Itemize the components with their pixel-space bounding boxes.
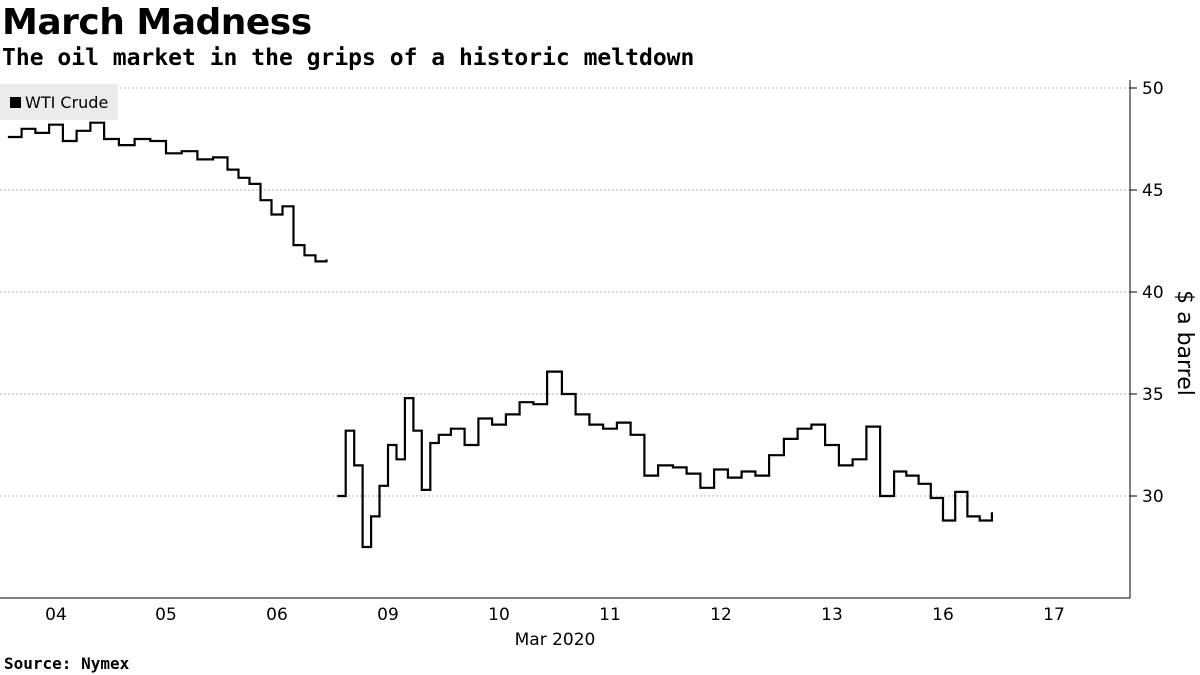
chart-title: March Madness: [2, 2, 312, 43]
y-tick-label: 45: [1142, 181, 1164, 201]
x-tick-label: 17: [1043, 605, 1065, 625]
series-line-wti-crude: [337, 370, 993, 549]
x-tick-label: 12: [710, 605, 732, 625]
series-line-wti-crude: [7, 121, 328, 263]
x-tick-label: 10: [488, 605, 510, 625]
x-tick-label: 13: [821, 605, 843, 625]
source-note: Source: Nymex: [4, 654, 130, 673]
legend-label-wti-crude: WTI Crude: [25, 92, 109, 112]
x-tick-label: 16: [932, 605, 954, 625]
y-axis-title: $ a barrel: [1172, 290, 1197, 396]
x-tick-label: 11: [599, 605, 621, 625]
x-tick-label: 04: [45, 605, 67, 625]
y-tick-label: 35: [1142, 385, 1164, 405]
x-axis-title: Mar 2020: [515, 630, 596, 650]
x-tick-label: 06: [266, 605, 288, 625]
legend-swatch: [10, 96, 21, 108]
y-tick-label: 50: [1142, 79, 1164, 99]
x-tick-label: 09: [377, 605, 399, 625]
legend: WTI Crude: [0, 84, 118, 120]
y-tick-label: 30: [1142, 487, 1164, 507]
x-tick-label: 05: [155, 605, 177, 625]
y-tick-label: 40: [1142, 283, 1164, 303]
chart-subtitle: The oil market in the grips of a histori…: [2, 45, 695, 71]
